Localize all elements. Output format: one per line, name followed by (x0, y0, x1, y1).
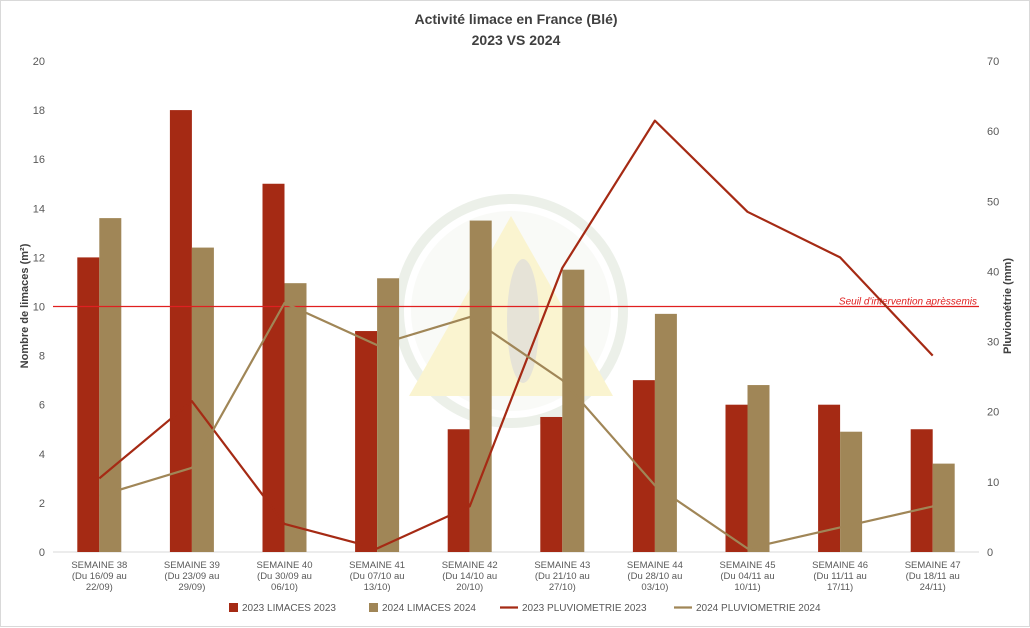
bar-2024-limaces (99, 218, 122, 552)
bar-2024-limaces (747, 385, 770, 552)
y-tick-label: 6 (39, 400, 45, 412)
x-category-label: SEMAINE 43 (Du 21/10 au 27/10) (534, 560, 590, 593)
bar-2024-limaces (654, 313, 677, 552)
y-axis-label: Nombre de limaces (m²) (19, 243, 31, 368)
bar-2023-limaces (355, 331, 378, 552)
y2-tick-label: 0 (987, 547, 993, 559)
x-category-label: SEMAINE 46 (Du 11/11 au 17/11) (812, 560, 868, 593)
bar-2024-limaces (284, 283, 307, 552)
line-2024-pluviometrie (98, 301, 933, 550)
bar-2024-limaces (469, 220, 492, 552)
y-tick-label: 4 (39, 449, 45, 461)
bar-2024-limaces (840, 431, 863, 552)
legend-label: 2024 PLUVIOMETRIE 2024 (696, 603, 821, 614)
bar-2023-limaces (632, 380, 655, 552)
watermark-logo (394, 194, 628, 428)
y-tick-label: 18 (33, 105, 45, 117)
y2-axis-label: Pluviométrie (mm) (1002, 258, 1014, 354)
y2-tick-label: 30 (987, 337, 999, 349)
y-tick-label: 14 (33, 203, 45, 215)
y-tick-label: 10 (33, 302, 45, 314)
y2-tick-label: 40 (987, 266, 999, 278)
legend: 2023 LIMACES 2023 2024 LIMACES 2024 2023 P… (229, 603, 821, 614)
bars-group (77, 110, 955, 552)
bar-2023-limaces (169, 110, 192, 552)
y2-tick-label: 60 (987, 126, 999, 138)
bar-2024-limaces (191, 247, 214, 552)
x-category-label: SEMAINE 40 (Du 30/09 au 06/10) (257, 560, 313, 593)
y-tick-label: 20 (33, 56, 45, 68)
x-category-label: SEMAINE 44 (Du 28/10 au 03/10) (627, 560, 683, 593)
chart-title: Activité limace en France (Blé) (414, 11, 617, 27)
bar-2023-limaces (262, 183, 285, 552)
bar-2023-limaces (540, 416, 563, 552)
y2-axis-ticks: 0 10 20 30 40 50 60 70 (987, 56, 999, 559)
threshold-label: Seuil d'intervention aprèssemis (839, 297, 977, 308)
y-tick-label: 8 (39, 351, 45, 363)
bar-2024-limaces (562, 269, 585, 552)
legend-label: 2024 LIMACES 2024 (382, 603, 476, 614)
y2-tick-label: 70 (987, 56, 999, 68)
chart-subtitle: 2023 VS 2024 (472, 32, 561, 48)
lines-group (98, 119, 934, 550)
y2-tick-label: 20 (987, 407, 999, 419)
y-tick-label: 16 (33, 154, 45, 166)
category-labels: SEMAINE 38 (Du 16/09 au 22/09) SEMAINE 39 (D… (71, 560, 960, 593)
x-category-label: SEMAINE 38 (Du 16/09 au 22/09) (71, 560, 127, 593)
y-axis-ticks: 0 2 4 6 8 10 12 14 16 18 20 (33, 56, 45, 559)
x-category-label: SEMAINE 39 (Du 23/09 au 29/09) (164, 560, 220, 593)
legend-swatch (229, 603, 238, 612)
y-tick-label: 2 (39, 498, 45, 510)
x-category-label: SEMAINE 42 (Du 14/10 au 20/10) (442, 560, 498, 593)
legend-swatch (369, 603, 378, 612)
y-tick-label: 0 (39, 547, 45, 559)
bar-2023-limaces (725, 404, 748, 552)
y2-tick-label: 50 (987, 196, 999, 208)
bar-2024-limaces (932, 463, 955, 552)
x-category-label: SEMAINE 45 (Du 04/11 au 10/11) (720, 560, 776, 593)
bar-2023-limaces (818, 404, 841, 552)
x-category-label: SEMAINE 41 (Du 07/10 au 13/10) (349, 560, 405, 593)
threshold-group: Seuil d'intervention aprèssemis (53, 297, 979, 308)
bar-2023-limaces (910, 429, 933, 552)
bar-2023-limaces (77, 257, 100, 552)
bar-2024-limaces (377, 278, 400, 552)
line-2023-pluviometrie (98, 119, 934, 550)
y2-tick-label: 10 (987, 477, 999, 489)
legend-label: 2023 PLUVIOMETRIE 2023 (522, 603, 647, 614)
legend-label: 2023 LIMACES 2023 (242, 603, 336, 614)
x-category-label: SEMAINE 47 (Du 18/11 au 24/11) (905, 560, 961, 593)
bar-2023-limaces (447, 429, 470, 552)
y-tick-label: 12 (33, 252, 45, 264)
